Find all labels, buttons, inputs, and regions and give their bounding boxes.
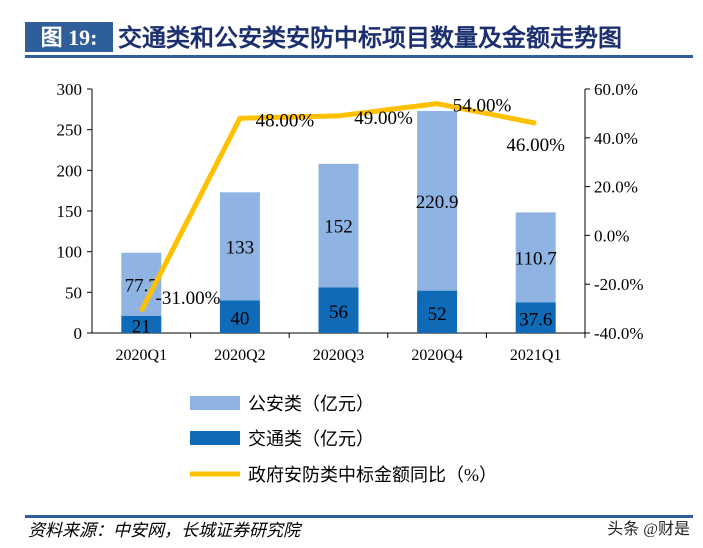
y-tick-label: 0 (74, 324, 83, 343)
label-transport: 21 (132, 316, 151, 337)
x-tick-label: 2021Q1 (510, 347, 562, 364)
bar-public-security (417, 111, 458, 291)
legend-label: 交通类（亿元） (248, 429, 374, 449)
label-transport: 56 (329, 302, 348, 323)
legend-label: 政府安防类中标金额同比（%） (248, 465, 497, 485)
label-yoy: -31.00% (156, 288, 221, 309)
y-tick-label: 100 (57, 243, 83, 262)
legend-swatch (190, 431, 240, 445)
label-yoy: 48.00% (256, 110, 315, 131)
label-public-security: 110.7 (515, 248, 557, 269)
label-transport: 52 (428, 304, 447, 325)
legend-label: 公安类（亿元） (248, 394, 374, 414)
label-yoy: 49.00% (354, 108, 413, 129)
bar-transport (121, 315, 162, 333)
bar-transport (219, 300, 260, 333)
legend-swatch (190, 396, 240, 410)
y-tick-label: 50 (65, 283, 82, 302)
y2-tick-label: -20.0% (594, 275, 644, 294)
figure-label-box (25, 22, 113, 52)
chart-title: 交通类和公安类安防中标项目数量及金额走势图 (118, 24, 622, 52)
header-rule (25, 55, 693, 58)
watermark: 头条 @财是 (607, 520, 690, 538)
y2-tick-label: 60.0% (594, 80, 638, 99)
y-tick-label: 300 (57, 80, 83, 99)
x-tick-label: 2020Q2 (214, 347, 266, 364)
figure-label: 图 19: (41, 25, 98, 50)
x-tick-label: 2020Q4 (411, 347, 463, 364)
source-note: 资料来源：中安网，长城证券研究院 (28, 521, 303, 540)
x-tick-label: 2020Q3 (313, 347, 365, 364)
label-yoy: 54.00% (453, 96, 512, 117)
y-tick-label: 200 (57, 161, 83, 180)
bar-public-security (219, 192, 260, 301)
label-public-security: 220.9 (416, 192, 459, 213)
x-tick-label: 2020Q1 (116, 347, 168, 364)
y2-tick-label: 20.0% (594, 178, 638, 197)
point-yoy (140, 310, 143, 313)
y2-tick-label: -40.0% (594, 324, 644, 343)
label-public-security: 133 (226, 237, 255, 258)
bar-transport (318, 287, 359, 333)
label-transport: 37.6 (519, 310, 552, 331)
point-yoy (534, 122, 537, 125)
label-yoy: 46.00% (506, 135, 565, 156)
label-public-security: 152 (324, 217, 353, 238)
bar-public-security (318, 163, 359, 288)
point-yoy (436, 102, 439, 105)
point-yoy (238, 117, 241, 120)
point-yoy (337, 114, 340, 117)
y-tick-label: 250 (57, 121, 83, 140)
footer-rule (25, 515, 693, 518)
bar-public-security (515, 212, 556, 303)
y2-tick-label: 40.0% (594, 129, 638, 148)
bar-transport (515, 302, 556, 333)
bar-transport (417, 290, 458, 333)
y-tick-label: 150 (57, 202, 83, 221)
y2-tick-label: 0.0% (594, 226, 629, 245)
label-transport: 40 (230, 309, 249, 330)
